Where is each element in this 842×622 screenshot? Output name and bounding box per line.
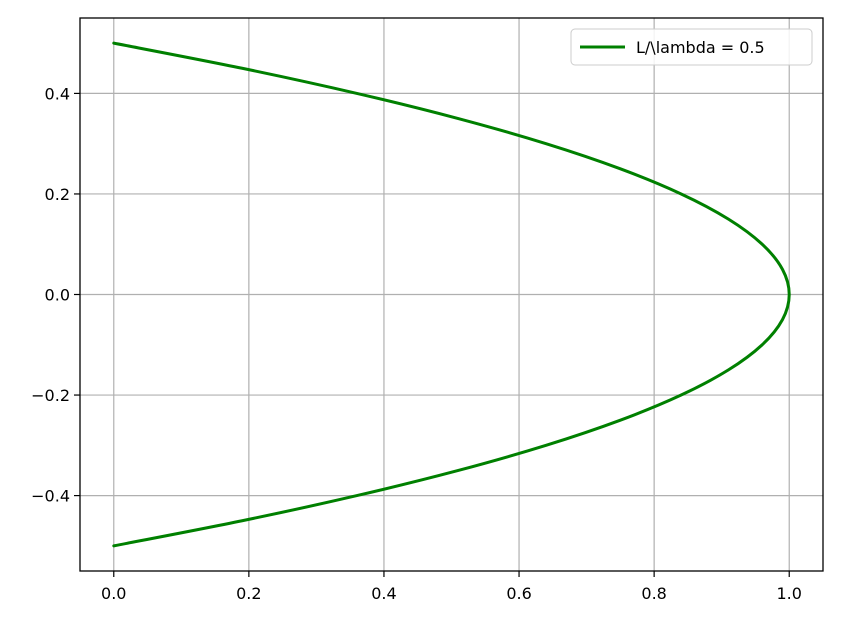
series-line-0	[112, 41, 791, 548]
x-tick-label: 0.8	[641, 584, 666, 603]
y-tick-label: −0.2	[31, 386, 70, 405]
legend-label: L/\lambda = 0.5	[636, 38, 765, 57]
x-tick-label: 0.6	[506, 584, 531, 603]
y-tick-label: 0.2	[45, 185, 70, 204]
y-tick-label: 0.4	[45, 84, 70, 103]
x-tick-label: 0.4	[371, 584, 396, 603]
series-layer	[112, 41, 791, 548]
plot-frame	[79, 17, 824, 572]
legend-box	[570, 28, 813, 66]
x-tick-label: 0.0	[101, 584, 126, 603]
ticks: 0.0 0.2 0.4 0.6 0.8 1.0 −0.4 −0.2 0.0 0.2 0.4	[31, 84, 802, 603]
legend: L/\lambda = 0.5	[570, 28, 813, 66]
y-tick-label: 0.0	[45, 286, 70, 305]
x-tick-label: 0.2	[236, 584, 261, 603]
y-tick-label: −0.4	[31, 487, 70, 506]
grid	[80, 18, 823, 571]
x-tick-label: 1.0	[777, 584, 802, 603]
